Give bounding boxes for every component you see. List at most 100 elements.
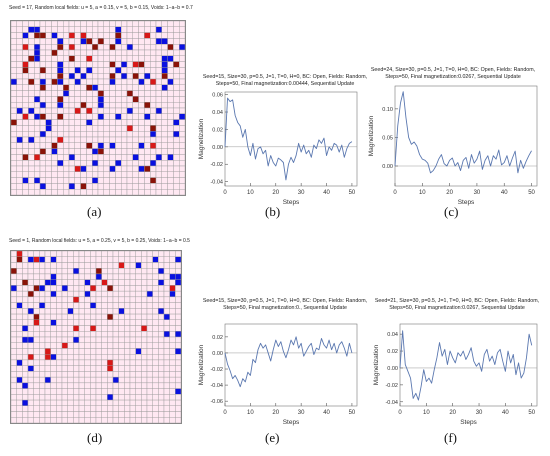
lattice-cell [178, 113, 186, 120]
lattice-cell [68, 183, 76, 190]
lattice-cell [63, 44, 70, 51]
lattice-cell [33, 325, 40, 332]
lattice-cell [163, 250, 170, 257]
lattice-cell [169, 319, 176, 326]
lattice-cell [16, 359, 23, 366]
lattice-cell [61, 411, 68, 418]
lattice-cell [158, 336, 165, 343]
lattice-cell [91, 49, 99, 57]
lattice-cell [27, 365, 34, 372]
lattice-cell [144, 148, 151, 155]
lattice-cell [109, 165, 116, 173]
lattice-cell [84, 331, 91, 338]
lattice-cell [22, 130, 29, 138]
lattice-cell [141, 365, 148, 372]
lattice-cell [173, 67, 180, 74]
lattice-cell [175, 348, 182, 355]
lattice-cell [86, 96, 93, 103]
series-line [399, 330, 533, 401]
lattice-cell [95, 279, 102, 286]
lattice-cell [107, 342, 114, 349]
lattice-cell [67, 394, 74, 401]
lattice-cell [80, 177, 87, 184]
lattice-cell [16, 336, 23, 343]
lattice-cell [112, 250, 119, 257]
lattice-cell [103, 90, 110, 97]
lattice-cell [97, 38, 105, 45]
lattice-cell [103, 119, 110, 126]
lattice-cell [138, 32, 145, 39]
lattice-cell [155, 20, 163, 28]
lattice-cell [86, 113, 93, 120]
lattice-cell [67, 268, 74, 275]
lattice-cell [141, 285, 148, 292]
lattice-cell [44, 250, 51, 257]
lattice-cell [39, 101, 47, 109]
lattice-cell [118, 417, 125, 424]
lattice-cell [74, 38, 81, 45]
lattice-cell [10, 273, 17, 280]
lattice-cell [80, 142, 87, 149]
lattice-cell [120, 20, 128, 28]
lattice-cell [144, 78, 151, 86]
lattice-cell [22, 154, 29, 161]
lattice-cell [84, 417, 91, 424]
lattice-cell [109, 159, 116, 167]
lattice-cell [39, 405, 46, 412]
lattice-cell [39, 61, 47, 68]
lattice-cell [10, 353, 17, 361]
lattice-cell [178, 26, 186, 33]
lattice-cell [34, 101, 41, 109]
lattice-cell [16, 376, 23, 384]
lattice-cell [163, 405, 170, 412]
lattice-cell [39, 159, 47, 167]
lattice-cell [56, 405, 63, 412]
lattice-cell [22, 313, 29, 320]
lattice-cell [28, 26, 35, 33]
lattice-cell [74, 142, 81, 149]
lattice-cell [120, 44, 128, 51]
lattice-cell [129, 262, 136, 269]
lattice-cell [56, 336, 63, 343]
lattice-cell [124, 336, 131, 343]
x-tick-label: 10 [419, 190, 426, 196]
lattice-cell [68, 101, 76, 109]
lattice-cell [124, 279, 131, 286]
lattice-cell [67, 296, 74, 303]
lattice-cell [86, 73, 93, 80]
lattice-cell [80, 44, 87, 51]
lattice-cell [109, 90, 116, 97]
lattice-cell [67, 359, 74, 366]
lattice-cell [67, 319, 74, 326]
lattice-cell [61, 273, 68, 280]
lattice-cell [103, 188, 110, 196]
lattice-cell [135, 302, 142, 309]
lattice-cell [155, 159, 163, 167]
lattice-cell [34, 188, 41, 196]
lattice-cell [112, 417, 119, 424]
lattice-cell [57, 188, 64, 196]
lattice-cell [27, 285, 34, 292]
lattice-cell [74, 130, 81, 138]
lattice-cell [57, 84, 64, 91]
lattice-cell [129, 376, 136, 384]
lattice-cell [67, 382, 74, 389]
lattice-cell [90, 331, 97, 338]
lattice-cell [101, 388, 108, 395]
lattice-cell [118, 371, 125, 378]
lattice-cell [34, 38, 41, 45]
lattice-cell [97, 119, 105, 126]
lattice-cell [90, 388, 97, 395]
lattice-cell [129, 371, 136, 378]
lattice-cell [144, 73, 151, 80]
lattice-cell [152, 353, 159, 361]
lattice-cell [22, 348, 29, 355]
lattice-cell [138, 96, 145, 103]
lattice-cell [126, 154, 134, 161]
lattice-cell [152, 417, 159, 424]
lattice-cell [132, 107, 139, 115]
lattice-cell [44, 308, 51, 315]
lattice-cell [173, 177, 180, 184]
lattice-cell [74, 61, 81, 68]
lattice-cell [115, 44, 122, 51]
